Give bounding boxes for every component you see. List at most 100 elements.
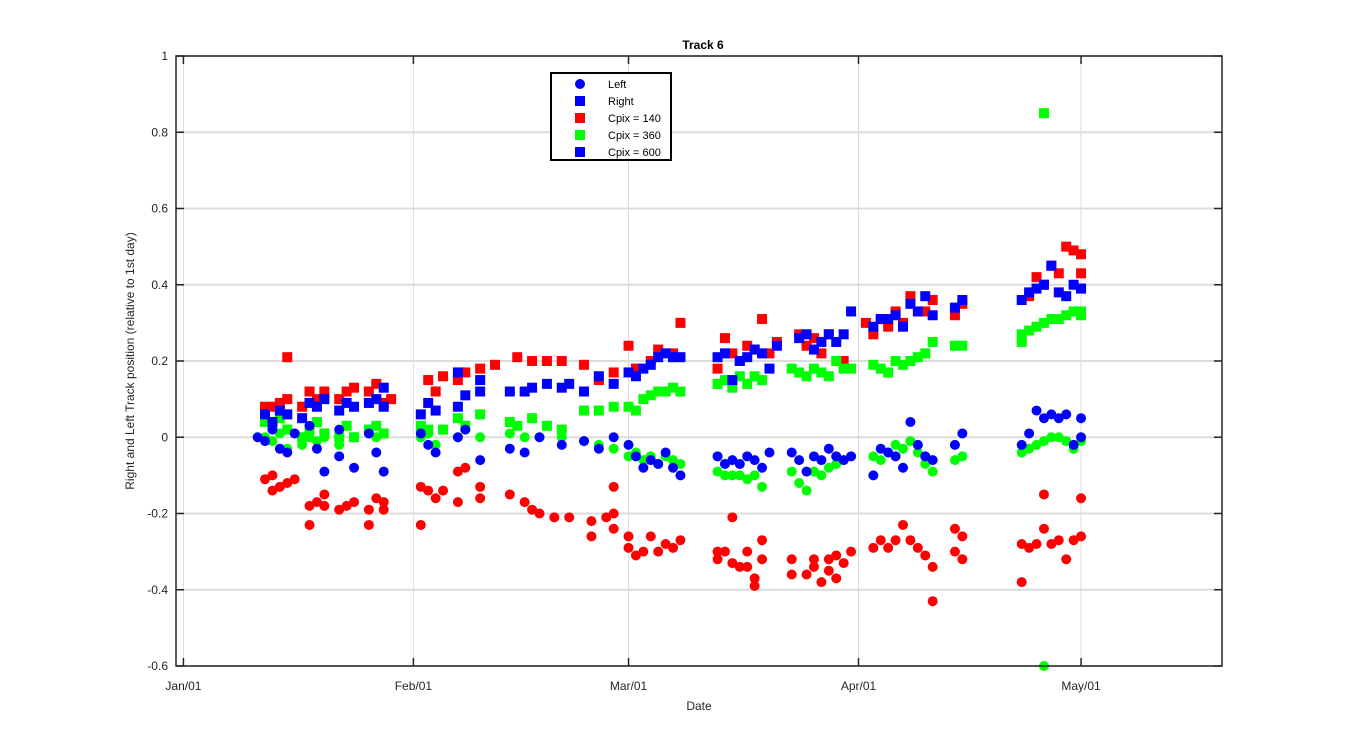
legend-label: Cpix = 140 <box>608 113 661 125</box>
point-right <box>764 363 775 374</box>
point-right <box>608 378 619 389</box>
point-left <box>378 428 389 439</box>
legend-marker <box>575 96 585 106</box>
point-right <box>475 375 486 386</box>
point-left <box>808 554 819 565</box>
point-left <box>460 424 471 435</box>
point-left <box>504 428 515 439</box>
point-left <box>260 436 271 447</box>
point-right <box>1053 287 1064 298</box>
point-left <box>423 439 434 450</box>
legend-marker <box>575 113 585 123</box>
point-right <box>1016 329 1027 340</box>
point-left <box>786 554 797 565</box>
point-right <box>282 424 293 435</box>
point-left <box>319 489 330 500</box>
legend: Left Right Cpix = 140 Cpix = 360 Cpix = 600 <box>550 72 672 161</box>
point-left <box>949 455 960 466</box>
point-right <box>1061 241 1072 252</box>
point-left <box>831 451 842 462</box>
point-left <box>1031 539 1042 549</box>
point-right <box>1024 325 1035 336</box>
point-left <box>282 447 293 458</box>
point-left <box>749 470 760 481</box>
point-right <box>378 401 389 412</box>
point-right <box>883 314 894 325</box>
point-left <box>475 455 486 466</box>
point-right <box>653 386 664 397</box>
point-left <box>586 531 597 542</box>
point-right <box>957 340 968 351</box>
point-left <box>319 500 330 511</box>
point-left <box>957 451 968 462</box>
point-left <box>668 462 679 473</box>
point-right <box>1038 108 1049 119</box>
point-left <box>289 474 300 485</box>
point-left <box>1053 432 1064 443</box>
point-left <box>734 561 745 572</box>
point-left <box>1076 432 1087 443</box>
point-left <box>371 432 382 443</box>
point-left <box>801 485 812 496</box>
point-left <box>556 439 567 450</box>
point-left <box>1031 405 1042 416</box>
point-left <box>564 512 575 523</box>
point-left <box>460 462 471 473</box>
point-right <box>519 386 530 397</box>
point-left <box>719 546 730 557</box>
data-points <box>252 108 1087 671</box>
point-right <box>1076 268 1087 279</box>
point-right <box>653 344 664 355</box>
point-left <box>1068 439 1079 450</box>
point-left <box>630 550 641 561</box>
point-left <box>304 500 315 511</box>
point-right <box>274 397 285 408</box>
point-left <box>712 554 723 565</box>
point-left <box>363 519 374 530</box>
y-tick-label: 0.2 <box>151 354 168 368</box>
point-right <box>883 321 894 332</box>
point-left <box>297 439 308 450</box>
point-left <box>801 466 812 477</box>
point-right <box>757 314 768 325</box>
point-right <box>378 382 389 393</box>
point-left <box>742 561 753 572</box>
point-right <box>593 405 604 416</box>
point-left <box>378 497 389 508</box>
point-left <box>920 451 931 462</box>
point-left <box>586 516 597 527</box>
point-right <box>304 386 315 397</box>
point-right <box>957 295 968 305</box>
point-left <box>630 451 641 462</box>
point-right <box>504 417 515 427</box>
point-right <box>260 401 271 412</box>
point-left <box>430 493 441 504</box>
point-right <box>267 417 278 427</box>
point-left <box>838 455 849 466</box>
point-left <box>749 573 760 584</box>
point-right <box>675 386 686 397</box>
point-right <box>630 371 641 382</box>
point-left <box>801 569 812 580</box>
y-tick-label: 0.8 <box>151 125 168 139</box>
point-right <box>430 386 441 397</box>
point-right <box>630 363 641 374</box>
point-left <box>890 535 901 546</box>
point-left <box>378 504 389 515</box>
point-right <box>890 310 901 321</box>
point-left <box>311 497 322 508</box>
point-left <box>719 458 730 469</box>
point-left <box>549 512 560 523</box>
point-right <box>564 378 575 389</box>
point-right <box>816 367 827 378</box>
point-left <box>645 531 656 542</box>
y-tick-label: -0.6 <box>147 659 168 673</box>
point-right <box>638 394 649 405</box>
point-right <box>363 386 374 397</box>
point-left <box>1031 439 1042 450</box>
point-right <box>1076 310 1087 321</box>
point-left <box>949 546 960 557</box>
point-left <box>319 432 330 443</box>
point-right <box>727 348 738 359</box>
y-tick-label: -0.2 <box>147 507 168 521</box>
